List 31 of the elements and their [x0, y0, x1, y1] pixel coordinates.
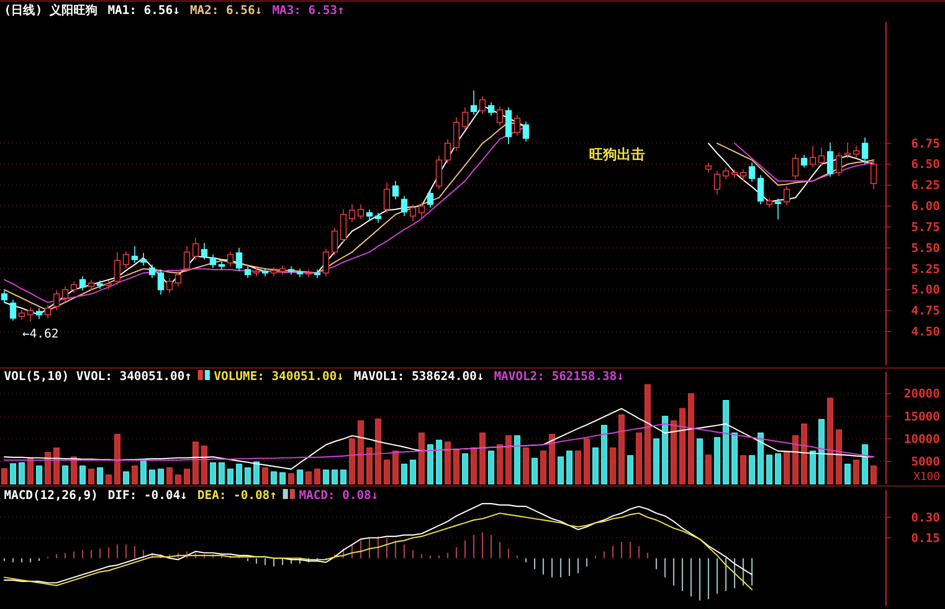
legend-label: VOLUME: 340051.00↓	[214, 369, 344, 383]
y-tick-label: 20000	[904, 386, 940, 401]
y-tick-label: 5.50	[911, 240, 940, 255]
text: MA2: 6.56↓	[190, 3, 262, 17]
y-tick-label: 0.30	[911, 510, 940, 524]
legend-label: MACD: 0.08↓	[298, 488, 378, 502]
y-tick-label: 5.00	[911, 282, 940, 297]
y-tick-label: 6.25	[911, 178, 940, 192]
y-tick-label: 6.00	[911, 199, 940, 214]
y-tick-label: 4.50	[911, 324, 940, 339]
y-tick-label: 4.75	[911, 304, 940, 318]
annotation: 旺狗出击	[589, 147, 646, 164]
y-axis-title: X100	[914, 470, 940, 483]
text: MA1: 6.56↓	[108, 3, 180, 17]
chart-title: VOL(5,10) VVOL: 340051.00↑	[4, 369, 192, 383]
chart-title: (日线) 义阳旺狗	[4, 3, 98, 17]
text: MAVOL2: 562158.38↓	[494, 369, 624, 383]
y-tick-label: 5.75	[911, 220, 940, 234]
text: MA3: 6.53↑	[272, 3, 344, 17]
y-tick-label: 5000	[911, 454, 940, 468]
y-tick-label: 6.50	[911, 157, 940, 172]
y-tick-label: 6.75	[911, 136, 940, 150]
y-tick-label: 15000	[904, 409, 940, 424]
y-tick-label: 0.15	[911, 530, 940, 545]
text: MAVOL1: 538624.00↓	[354, 369, 484, 383]
y-tick-label: 5.25	[911, 262, 940, 276]
annotation: ←4.62	[22, 326, 59, 340]
text: DEA: -0.08↑	[197, 488, 277, 502]
text: DIF: -0.04↓	[108, 488, 188, 502]
chart-title: MACD(12,26,9)	[4, 488, 98, 502]
y-tick-label: 10000	[904, 432, 940, 446]
